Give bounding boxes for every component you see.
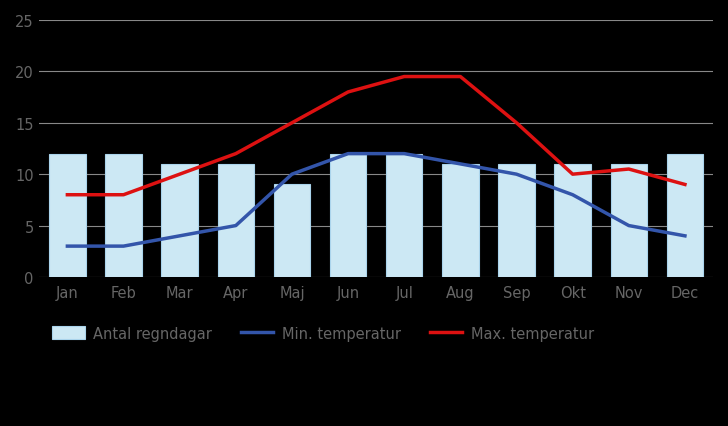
Legend: Antal regndagar, Min. temperatur, Max. temperatur: Antal regndagar, Min. temperatur, Max. t… — [47, 320, 600, 347]
Bar — [274, 185, 310, 277]
Bar — [555, 164, 591, 277]
Bar — [330, 154, 366, 277]
Bar — [106, 154, 142, 277]
Bar — [386, 154, 422, 277]
Bar — [49, 154, 86, 277]
Bar — [498, 164, 535, 277]
Bar — [667, 154, 703, 277]
Bar — [162, 164, 198, 277]
Bar — [442, 164, 478, 277]
Bar — [611, 164, 647, 277]
Bar — [218, 164, 254, 277]
